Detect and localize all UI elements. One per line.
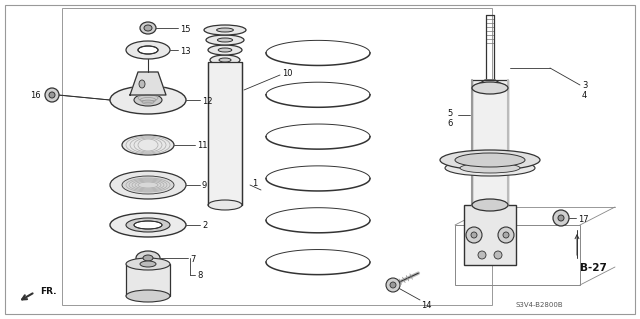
Ellipse shape [126, 41, 170, 59]
Text: 6: 6 [447, 118, 452, 128]
Ellipse shape [218, 38, 232, 42]
Ellipse shape [122, 135, 174, 155]
Ellipse shape [140, 22, 156, 34]
Text: 16: 16 [30, 92, 40, 100]
Text: 15: 15 [180, 25, 191, 33]
Ellipse shape [445, 160, 535, 176]
Ellipse shape [503, 232, 509, 238]
Text: 12: 12 [202, 97, 212, 106]
Ellipse shape [455, 153, 525, 167]
Ellipse shape [134, 94, 162, 106]
Ellipse shape [126, 218, 170, 232]
Text: B-27: B-27 [580, 263, 607, 273]
Text: 4: 4 [582, 92, 588, 100]
Ellipse shape [144, 25, 152, 31]
Bar [472, 80, 508, 205]
Ellipse shape [49, 92, 55, 98]
Ellipse shape [122, 176, 174, 194]
Ellipse shape [204, 25, 246, 35]
Ellipse shape [216, 28, 234, 32]
Text: S3V4-B2800B: S3V4-B2800B [516, 302, 564, 308]
Ellipse shape [208, 200, 242, 210]
Text: 8: 8 [197, 271, 202, 280]
Ellipse shape [45, 88, 59, 102]
Polygon shape [472, 80, 508, 88]
Ellipse shape [466, 227, 482, 243]
Ellipse shape [558, 215, 564, 221]
Ellipse shape [472, 82, 508, 94]
Ellipse shape [498, 227, 514, 243]
Text: 5: 5 [447, 109, 452, 118]
Text: 7: 7 [190, 255, 195, 263]
Ellipse shape [440, 150, 540, 170]
Ellipse shape [140, 261, 156, 267]
Ellipse shape [134, 221, 162, 229]
Bar [126, 264, 170, 296]
Ellipse shape [110, 213, 186, 237]
Bar [464, 205, 516, 265]
Bar [455, 225, 580, 285]
Ellipse shape [472, 199, 508, 211]
Ellipse shape [110, 86, 186, 114]
Ellipse shape [471, 232, 477, 238]
Text: 1: 1 [252, 180, 257, 189]
Bar [62, 8, 492, 305]
Ellipse shape [553, 210, 569, 226]
Ellipse shape [386, 278, 400, 292]
Text: 10: 10 [282, 70, 292, 78]
Ellipse shape [390, 282, 396, 288]
Ellipse shape [219, 58, 231, 62]
Ellipse shape [210, 55, 240, 65]
Ellipse shape [126, 290, 170, 302]
Ellipse shape [218, 48, 232, 52]
Text: 2: 2 [202, 221, 207, 231]
Text: 14: 14 [421, 301, 431, 310]
Ellipse shape [110, 171, 186, 199]
Ellipse shape [139, 80, 145, 88]
Ellipse shape [208, 45, 242, 55]
Ellipse shape [206, 35, 244, 45]
Text: 13: 13 [180, 47, 191, 56]
Ellipse shape [494, 251, 502, 259]
Ellipse shape [126, 258, 170, 270]
Text: 3: 3 [582, 80, 588, 90]
Ellipse shape [478, 251, 486, 259]
Text: 17: 17 [578, 214, 589, 224]
Ellipse shape [460, 163, 520, 173]
Text: 9: 9 [202, 182, 207, 190]
Ellipse shape [136, 251, 160, 265]
Text: 11: 11 [197, 142, 207, 151]
Polygon shape [130, 72, 166, 95]
Bar [208, 62, 242, 205]
Ellipse shape [138, 46, 158, 54]
Ellipse shape [143, 255, 153, 261]
Text: FR.: FR. [40, 287, 56, 296]
